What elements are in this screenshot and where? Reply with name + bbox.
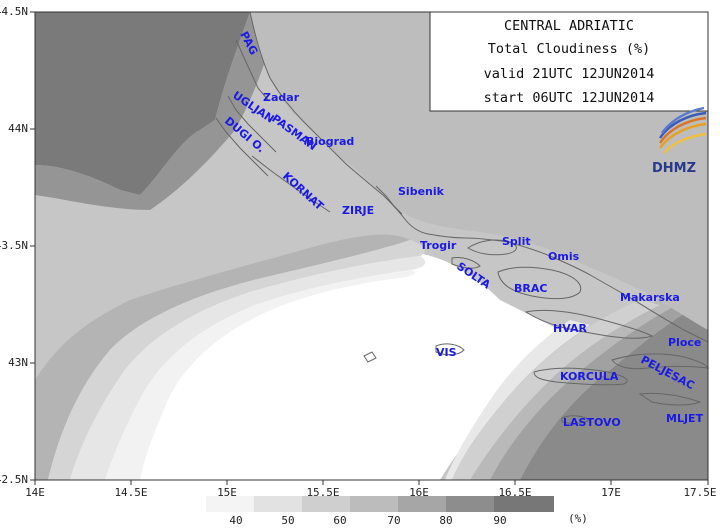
legend-swatch: [398, 496, 446, 512]
info-box: CENTRAL ADRIATIC Total Cloudiness (%) va…: [429, 11, 709, 112]
place-label-korcula: KORCULA: [560, 370, 619, 383]
lon-label: 17.5E: [683, 486, 716, 499]
place-label-lastovo: LASTOVO: [563, 416, 621, 429]
lon-label: 15.5E: [306, 486, 339, 499]
place-label-ploce: Ploce: [668, 336, 701, 349]
lon-label: 15E: [217, 486, 237, 499]
lat-label: 44.5N: [0, 5, 28, 18]
lat-label: 43.5N: [0, 239, 28, 252]
place-label-zirje: ZIRJE: [342, 204, 374, 217]
legend-level: 90: [493, 514, 506, 527]
legend-level: 60: [333, 514, 346, 527]
legend-level: 80: [439, 514, 452, 527]
place-label-split: Split: [502, 235, 531, 248]
lon-label: 17E: [601, 486, 621, 499]
legend-swatch: [350, 496, 398, 512]
logo-text: DHMZ: [652, 161, 696, 176]
legend-swatch: [446, 496, 494, 512]
place-label-omis: Omis: [548, 250, 580, 263]
lon-label: 14.5E: [114, 486, 147, 499]
place-label-zadar: Zadar: [263, 91, 300, 104]
lat-label: 42.5N: [0, 473, 28, 486]
legend-level: 70: [387, 514, 400, 527]
place-label-brac: BRAC: [514, 282, 547, 295]
place-label-sibenik: Sibenik: [398, 185, 445, 198]
place-label-makarska: Makarska: [620, 291, 680, 304]
place-label-trogir: Trogir: [420, 239, 457, 252]
place-label-vis: VIS: [436, 346, 457, 359]
longitude-labels: 14E 14.5E 15E 15.5E 16E 16.5E 17E 17.5E: [25, 486, 717, 499]
region-title: CENTRAL ADRIATIC: [504, 18, 634, 34]
lon-label: 14E: [25, 486, 45, 499]
start-time: start 06UTC 12JUN2014: [484, 90, 655, 106]
lon-label: 16.5E: [498, 486, 531, 499]
legend-level: 50: [281, 514, 294, 527]
place-label-hvar: HVAR: [553, 322, 587, 335]
place-label-biograd: Biograd: [306, 135, 354, 148]
parameter-title: Total Cloudiness (%): [488, 41, 651, 57]
latitude-labels: 44.5N 44N 43.5N 43N 42.5N: [0, 5, 28, 486]
legend-unit: (%): [568, 512, 588, 525]
lat-label: 43N: [8, 356, 28, 369]
legend-level: 40: [229, 514, 242, 527]
lon-label: 16E: [409, 486, 429, 499]
axis-ticks: [30, 11, 709, 485]
legend-swatch: [494, 496, 554, 512]
legend-swatch: [254, 496, 302, 512]
legend-swatch: [302, 496, 350, 512]
dhmz-logo-icon: DHMZ: [652, 106, 707, 176]
place-label-mljet: MLJET: [666, 412, 704, 425]
legend-swatch: [206, 496, 254, 512]
lat-label: 44N: [8, 122, 28, 135]
legend: 40 50 60 70 80 90 (%): [206, 496, 588, 527]
valid-time: valid 21UTC 12JUN2014: [484, 66, 655, 82]
